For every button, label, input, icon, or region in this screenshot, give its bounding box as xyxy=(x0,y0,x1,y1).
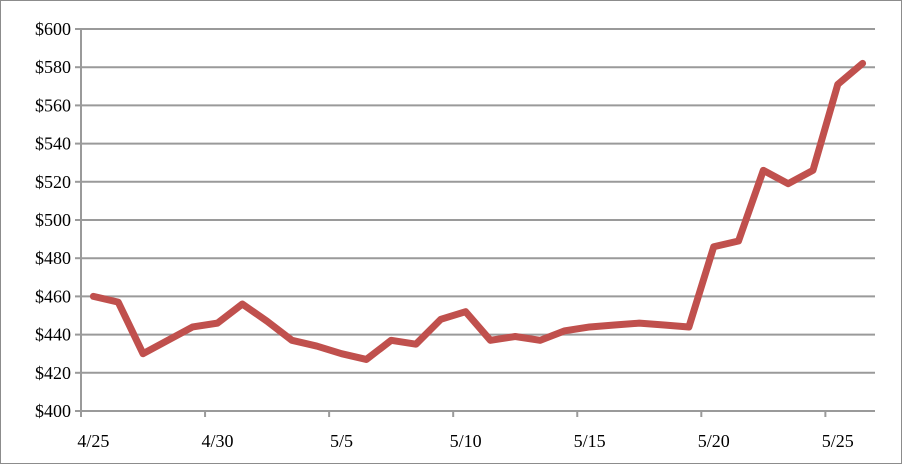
y-tick-label: $580 xyxy=(35,57,71,77)
x-tick-label: 5/10 xyxy=(450,431,482,451)
x-axis-labels: 4/25 4/30 5/5 5/10 5/15 5/20 5/25 xyxy=(77,431,853,451)
x-tick-label: 5/15 xyxy=(574,431,606,451)
x-tick-label: 5/25 xyxy=(822,431,854,451)
axes xyxy=(75,29,875,417)
x-tick-label: 5/5 xyxy=(330,431,353,451)
series xyxy=(93,63,862,359)
y-tick-label: $440 xyxy=(35,325,71,345)
y-tick-label: $560 xyxy=(35,95,71,115)
y-tick-label: $420 xyxy=(35,363,71,383)
y-tick-label: $460 xyxy=(35,286,71,306)
x-tick-label: 5/20 xyxy=(698,431,730,451)
y-tick-label: $520 xyxy=(35,172,71,192)
y-tick-label: $400 xyxy=(35,401,71,421)
x-tick-label: 4/25 xyxy=(77,431,109,451)
y-axis-labels: $400 $420 $440 $460 $480 $500 $520 $540 $560 $580… xyxy=(35,19,71,421)
y-tick-label: $500 xyxy=(35,210,71,230)
y-tick-label: $540 xyxy=(35,134,71,154)
x-tick-label: 4/30 xyxy=(201,431,233,451)
series-line xyxy=(93,63,862,359)
y-tick-label: $480 xyxy=(35,248,71,268)
y-tick-label: $600 xyxy=(35,19,71,39)
